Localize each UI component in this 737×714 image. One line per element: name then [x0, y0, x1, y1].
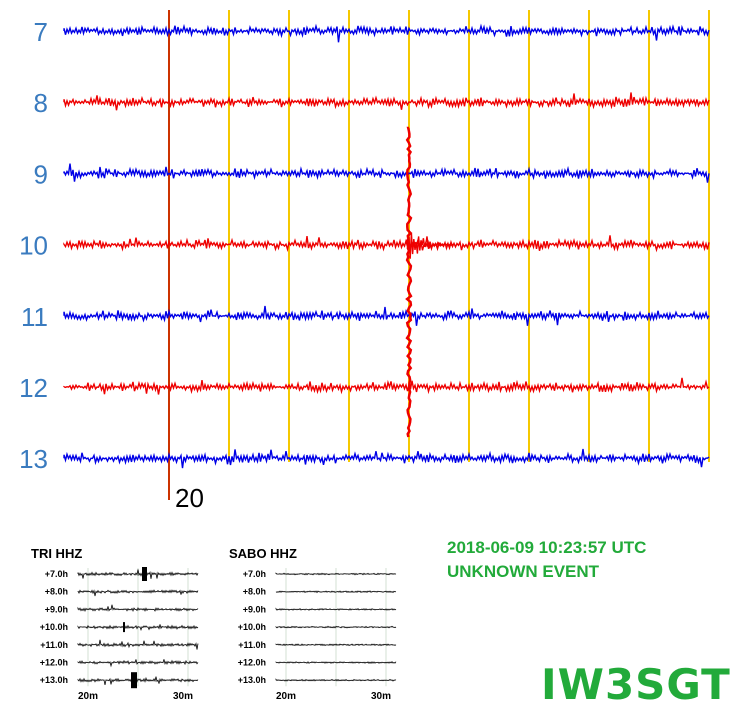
mini-row-label: +7.0h	[45, 569, 68, 579]
trace-row-13	[63, 448, 710, 469]
mini-plot-tri: +7.0h +8.0h +9.0h +10.0h +11.0h +12.0h +13.0h 2…	[40, 567, 199, 702]
row-hour-label: 9	[34, 159, 48, 189]
helicorder-plot: 789101112132030	[19, 10, 710, 513]
mini-x-label: 20m	[276, 691, 296, 702]
row-hour-label: 13	[19, 444, 48, 474]
mini-row-label: +8.0h	[45, 587, 68, 597]
mini-trace	[77, 589, 199, 597]
mini-burst	[142, 567, 147, 581]
x-tick-label: 20	[175, 483, 204, 513]
row-hour-label: 12	[19, 373, 48, 403]
station-callsign: IW3SGT	[541, 660, 731, 709]
mini-trace	[275, 661, 397, 664]
mini-plot-title-tri: TRI HHZ	[31, 546, 83, 561]
mini-row-label: +13.0h	[40, 675, 68, 685]
event-spike	[405, 126, 413, 438]
mini-trace	[275, 678, 397, 682]
trace-row-11	[63, 305, 710, 326]
mini-trace	[77, 659, 199, 668]
mini-plot-title-sabo: SABO HHZ	[229, 546, 297, 561]
mini-row-label: +13.0h	[238, 675, 266, 685]
mini-trace	[77, 639, 199, 650]
row-hour-label: 8	[34, 88, 48, 118]
mini-x-label: 30m	[371, 691, 391, 702]
row-hour-label: 11	[21, 302, 48, 332]
event-label: UNKNOWN EVENT	[447, 562, 600, 581]
mini-burst	[123, 622, 125, 633]
mini-trace	[275, 572, 397, 576]
mini-plot-sabo: +7.0h +8.0h +9.0h +10.0h +11.0h +12.0h +13.0h 2…	[238, 568, 397, 702]
mini-x-label: 20m	[78, 691, 98, 702]
row-hour-label: 7	[34, 17, 48, 47]
mini-row-label: +8.0h	[243, 587, 266, 597]
mini-row-label: +10.0h	[40, 622, 68, 632]
mini-row-label: +9.0h	[243, 604, 266, 614]
mini-trace	[275, 643, 397, 647]
trace-row-12	[63, 377, 710, 395]
mini-trace	[77, 624, 199, 632]
mini-row-label: +11.0h	[238, 640, 266, 650]
mini-row-label: +12.0h	[40, 658, 68, 668]
mini-trace	[77, 569, 199, 579]
event-coda	[408, 232, 454, 259]
row-hour-label: 10	[19, 231, 48, 261]
mini-row-label: +12.0h	[238, 658, 266, 668]
mini-burst	[131, 672, 137, 689]
mini-row-label: +10.0h	[238, 622, 266, 632]
mini-row-label: +9.0h	[45, 604, 68, 614]
event-timestamp: 2018-06-09 10:23:57 UTC	[447, 538, 647, 557]
mini-trace	[77, 604, 199, 613]
mini-trace	[275, 625, 397, 629]
trace-row-9	[63, 163, 710, 183]
trace-row-7	[63, 23, 710, 43]
mini-trace	[275, 590, 397, 594]
mini-row-label: +11.0h	[40, 640, 68, 650]
mini-row-label: +7.0h	[243, 569, 266, 579]
mini-x-label: 30m	[173, 691, 193, 702]
trace-row-8	[63, 92, 710, 111]
trace-row-10	[63, 235, 710, 253]
mini-trace	[275, 607, 397, 611]
mini-trace	[77, 676, 199, 685]
